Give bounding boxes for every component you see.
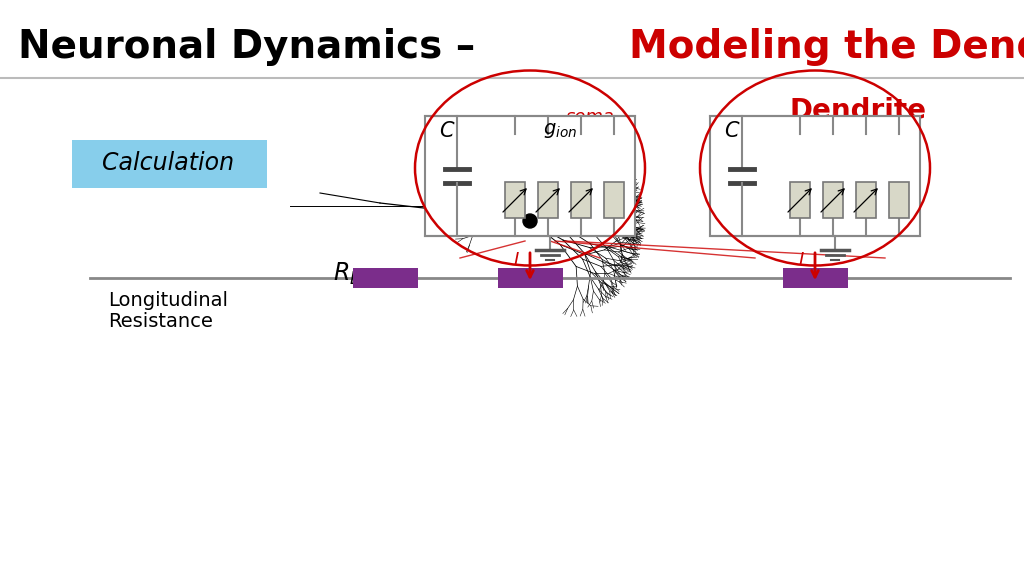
Text: $C$: $C$: [438, 121, 456, 141]
Bar: [353, 268, 418, 288]
Bar: [604, 182, 624, 218]
Text: Neuronal Dynamics –: Neuronal Dynamics –: [18, 28, 488, 66]
Bar: [823, 182, 843, 218]
Text: $R_L$: $R_L$: [333, 261, 359, 287]
Text: $I$: $I$: [798, 251, 805, 269]
Bar: [783, 268, 848, 288]
Bar: [790, 182, 810, 218]
Bar: [505, 182, 525, 218]
Bar: [425, 116, 635, 236]
Bar: [889, 182, 909, 218]
Text: $C$: $C$: [724, 121, 740, 141]
Bar: [571, 182, 591, 218]
Text: Modeling the Dendrite: Modeling the Dendrite: [630, 28, 1024, 66]
Bar: [710, 116, 920, 236]
Circle shape: [523, 214, 537, 228]
Text: soma: soma: [565, 108, 614, 126]
Text: Dendrite: Dendrite: [790, 97, 927, 125]
Text: $g_{ion}$: $g_{ion}$: [543, 121, 578, 140]
Bar: [538, 182, 558, 218]
Bar: [72, 140, 267, 188]
Text: $I$: $I$: [513, 251, 520, 269]
Text: Resistance: Resistance: [108, 312, 213, 331]
Text: Calculation: Calculation: [102, 151, 234, 175]
Bar: [856, 182, 876, 218]
Text: Longitudinal: Longitudinal: [108, 291, 228, 310]
Bar: [498, 268, 563, 288]
